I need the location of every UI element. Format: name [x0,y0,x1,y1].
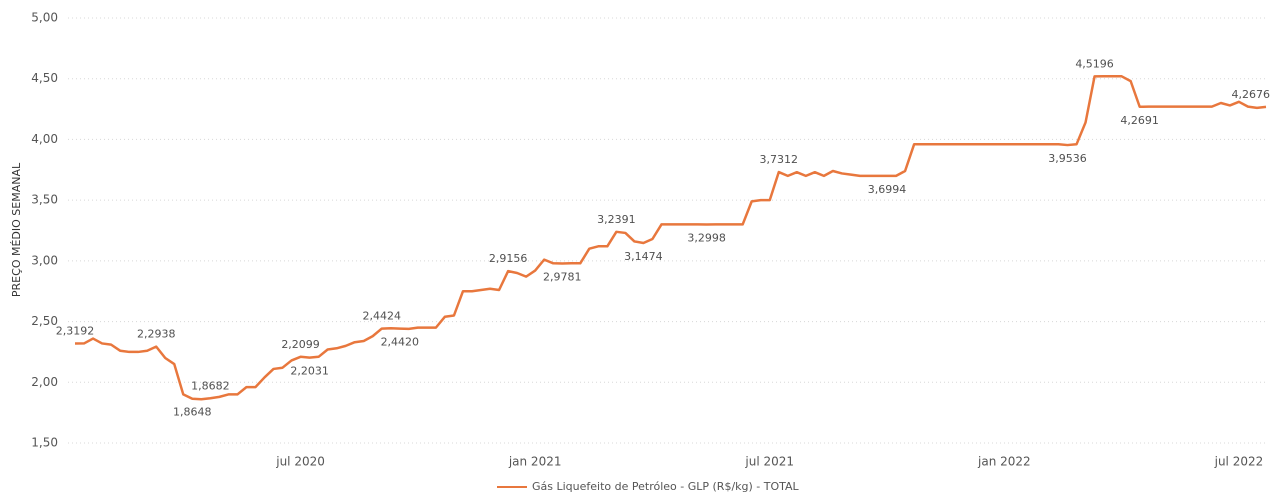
data-label: 2,2031 [290,365,329,378]
data-label: 3,2391 [597,213,636,226]
y-tick-label: 3,50 [31,193,58,207]
data-label: 3,2998 [687,231,726,244]
data-label: 2,2099 [281,338,320,351]
data-label: 2,4420 [381,336,420,349]
x-tick-label: jul 2021 [744,455,794,469]
data-label: 2,3192 [56,325,95,338]
data-label: 4,5196 [1075,57,1114,70]
x-tick-label: jul 2022 [1214,455,1264,469]
y-tick-label: 5,00 [31,11,58,25]
data-label: 2,4424 [363,310,402,323]
y-axis-title: PREÇO MÉDIO SEMANAL [10,162,23,297]
y-tick-label: 4,50 [31,71,58,85]
x-tick-label: jan 2021 [508,455,562,469]
y-tick-label: 2,50 [31,314,58,328]
data-label: 2,9781 [543,271,582,284]
data-label: 3,9536 [1048,152,1087,165]
x-tick-label: jan 2022 [977,455,1031,469]
x-tick-label: jul 2020 [275,455,325,469]
data-line [74,75,1267,401]
y-tick-label: 1,50 [31,436,58,450]
legend-label: Gás Liquefeito de Petróleo - GLP (R$/kg)… [532,480,800,493]
data-label: 3,6994 [868,183,907,196]
data-label: 2,2938 [137,328,176,341]
data-label: 1,8648 [173,406,212,419]
y-tick-label: 4,00 [31,132,58,146]
data-label: 3,1474 [624,250,663,263]
data-label: 3,7312 [760,153,799,166]
data-label: 4,2691 [1120,114,1159,127]
y-tick-label: 2,00 [31,375,58,389]
y-tick-label: 3,00 [31,253,58,267]
data-label: 2,9156 [489,252,528,265]
data-label: 4,2676 [1232,88,1271,101]
data-label: 1,8682 [191,379,230,392]
